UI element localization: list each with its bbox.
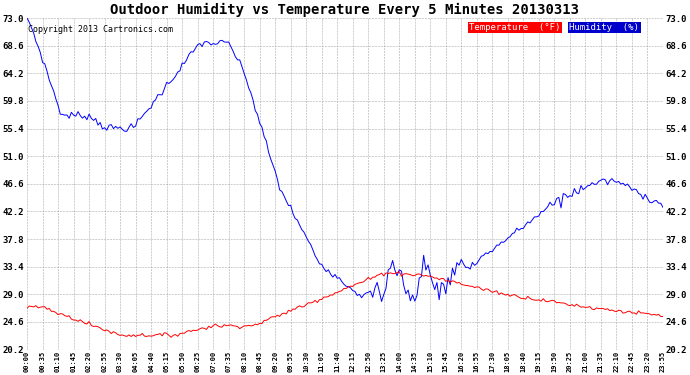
Text: Temperature  (°F): Temperature (°F) <box>469 23 560 32</box>
Text: Humidity  (%): Humidity (%) <box>569 23 640 32</box>
Title: Outdoor Humidity vs Temperature Every 5 Minutes 20130313: Outdoor Humidity vs Temperature Every 5 … <box>110 3 580 17</box>
Text: Copyright 2013 Cartronics.com: Copyright 2013 Cartronics.com <box>28 25 173 34</box>
